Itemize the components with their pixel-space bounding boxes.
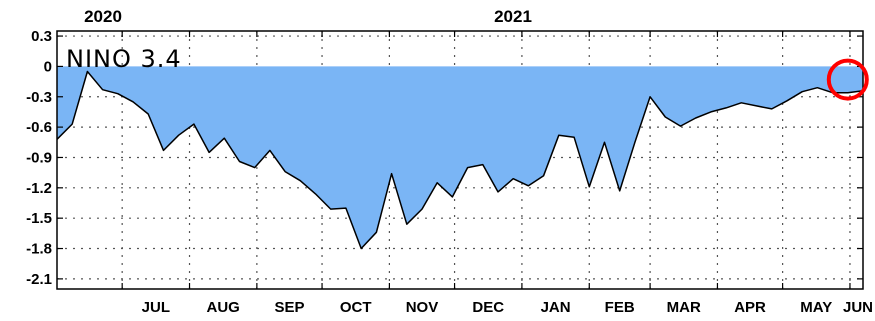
y-tick-label-8: -2.1: [26, 271, 52, 288]
x-axis: JUL AUG SEP OCT NOV DEC JAN FEB MAR APR MAY JUN: [121, 31, 873, 316]
x-tick-label-apr: APR: [734, 299, 766, 316]
year-label-2020: 2020: [84, 7, 122, 26]
highlight-circle: [826, 58, 869, 101]
y-tick-label-4: -0.9: [26, 149, 52, 166]
y-tick-label-3: -0.6: [26, 119, 52, 136]
x-tick-label-mar: MAR: [667, 299, 701, 316]
x-tick-label-aug: AUG: [207, 299, 240, 316]
y-tick-label-5: -1.2: [26, 180, 52, 197]
y-tick-label-1: 0: [44, 58, 52, 75]
x-tick-label-sep: SEP: [274, 299, 304, 316]
x-tick-label-jun: JUN: [843, 299, 873, 316]
y-tick-label-6: -1.5: [26, 210, 52, 227]
anomaly-line: [57, 70, 863, 250]
x-tick-label-jul: JUL: [142, 299, 170, 316]
x-tick-label-feb: FEB: [605, 299, 635, 316]
x-tick-label-nov: NOV: [406, 299, 439, 316]
x-tick-label-dec: DEC: [472, 299, 504, 316]
y-tick-label-0: 0.3: [31, 28, 52, 45]
x-tick-label-oct: OCT: [340, 299, 372, 316]
x-tick-label-jan: JAN: [541, 299, 571, 316]
x-tick-label-may: MAY: [800, 299, 832, 316]
year-label-2021: 2021: [494, 7, 532, 26]
chart-title: NINO 3.4: [66, 45, 182, 73]
plot-frame: [56, 30, 864, 290]
y-tick-label-2: -0.3: [26, 89, 52, 106]
y-tick-label-7: -1.8: [26, 241, 52, 258]
